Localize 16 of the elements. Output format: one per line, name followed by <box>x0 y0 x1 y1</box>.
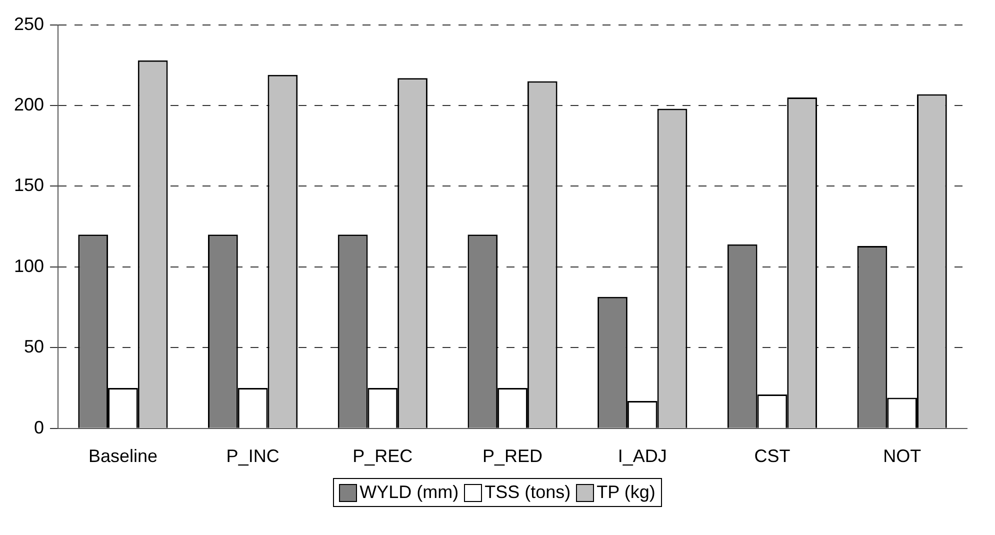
x-tick-label: P_RED <box>482 446 543 466</box>
y-tick-label: 250 <box>14 14 44 34</box>
x-tick-label: CST <box>754 446 790 466</box>
x-tick-label: NOT <box>883 446 922 466</box>
y-tick-label: 0 <box>34 417 44 438</box>
legend-label: TSS (tons) <box>484 482 571 503</box>
x-tick-label: P_REC <box>352 446 413 466</box>
y-tick-label: 50 <box>24 336 44 357</box>
y-tick-label: 100 <box>14 256 44 276</box>
x-tick-label: I_ADJ <box>618 446 667 466</box>
x-tick-label: Baseline <box>88 446 158 466</box>
legend-label: WYLD (mm) <box>360 482 459 503</box>
y-tick-label: 150 <box>14 175 44 196</box>
x-tick-label: P_INC <box>226 446 280 466</box>
y-tick-label: 200 <box>14 94 44 114</box>
legend-label: TP (kg) <box>596 482 656 503</box>
